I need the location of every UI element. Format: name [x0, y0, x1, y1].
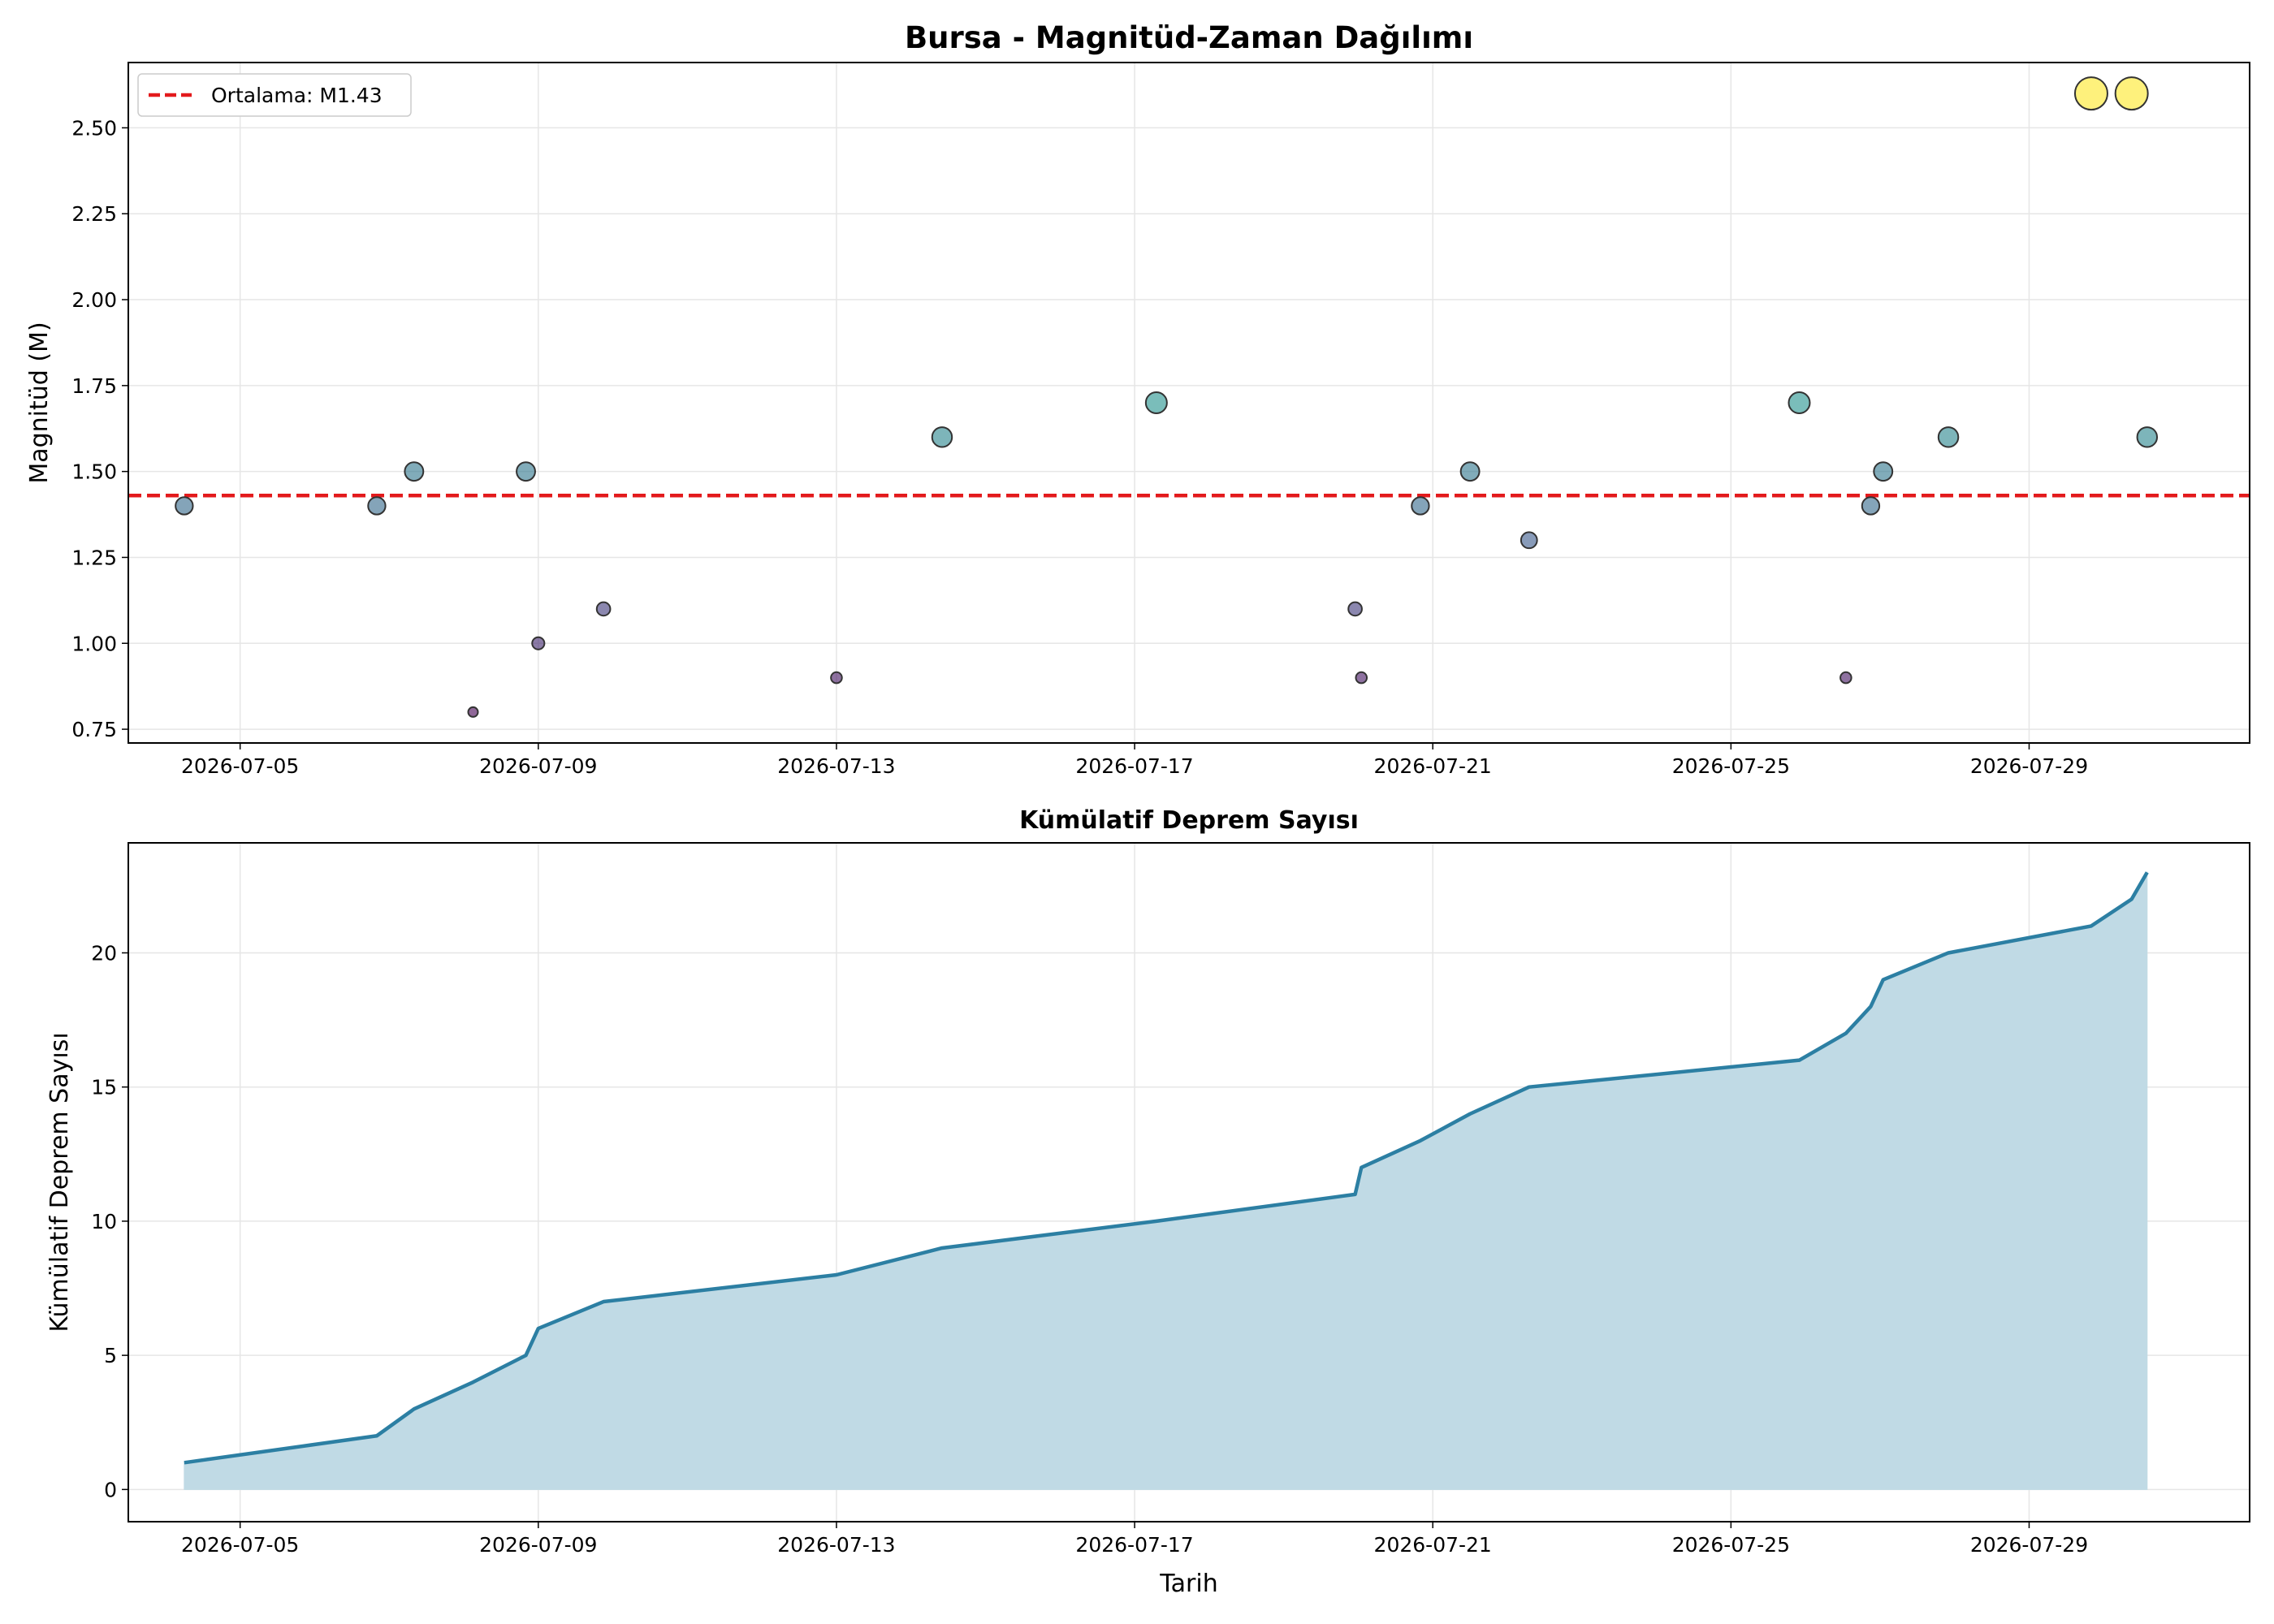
top-chart-legend: Ortalama: M1.43: [137, 73, 412, 117]
y-tick-label: 20: [91, 941, 117, 965]
x-tick-label: 2026-07-13: [777, 754, 895, 778]
magnitude-time-chart: Bursa - Magnitüd-Zaman Dağılımı 2026-07-…: [25, 20, 2250, 778]
earthquake-point: [1411, 496, 1430, 516]
earthquake-point: [2136, 426, 2159, 448]
x-tick-label: 2026-07-09: [479, 1533, 597, 1557]
earthquake-point: [1861, 496, 1881, 516]
bottom-chart-y-label: Kümülatif Deprem Sayısı: [45, 1032, 74, 1332]
top-chart-x-ticks: 2026-07-05 2026-07-09 2026-07-13 2026-07-17…: [181, 743, 2088, 778]
y-tick-label: 2.25: [71, 202, 117, 226]
earthquake-point: [830, 671, 843, 685]
earthquake-point: [1788, 391, 1811, 414]
x-tick-label: 2026-07-13: [777, 1533, 895, 1557]
earthquake-point: [2114, 76, 2149, 111]
earthquake-point: [1840, 671, 1852, 685]
earthquake-point: [367, 496, 387, 516]
earthquake-point: [531, 636, 546, 650]
top-chart-grid: [128, 63, 2250, 743]
y-tick-label: 1.50: [71, 460, 117, 484]
x-tick-label: 2026-07-25: [1672, 754, 1790, 778]
x-tick-label: 2026-07-25: [1672, 1533, 1790, 1557]
legend-box: [137, 73, 412, 117]
y-tick-label: 1.00: [71, 632, 117, 655]
earthquake-point: [1873, 461, 1894, 482]
top-chart-y-label: Magnitüd (M): [25, 322, 54, 483]
y-tick-label: 1.75: [71, 374, 117, 398]
bottom-chart-frame: [128, 842, 2250, 1522]
bottom-chart-y-ticks: 0 5 10 15 20: [91, 941, 128, 1501]
bottom-chart-area-layer: [184, 870, 2149, 1490]
y-tick-label: 2.00: [71, 288, 117, 312]
y-tick-label: 10: [91, 1210, 117, 1233]
x-tick-label: 2026-07-29: [1970, 1533, 2088, 1557]
y-tick-label: 1.25: [71, 546, 117, 569]
x-tick-label: 2026-07-21: [1374, 754, 1492, 778]
earthquake-point: [1459, 461, 1481, 482]
earthquake-point: [175, 496, 194, 516]
y-tick-label: 15: [91, 1076, 117, 1099]
earthquake-point: [1144, 391, 1168, 414]
bottom-chart-x-label: Tarih: [1159, 1570, 1217, 1598]
earthquake-point: [1937, 426, 1960, 448]
cumulative-count-chart: Kümülatif Deprem Sayısı 2026-07-05 2026-0…: [45, 806, 2250, 1598]
bottom-chart-x-ticks: 2026-07-05 2026-07-09 2026-07-13 2026-07-17…: [181, 1522, 2088, 1557]
top-chart-title: Bursa - Magnitüd-Zaman Dağılımı: [905, 20, 1473, 55]
earthquake-point: [404, 461, 425, 482]
x-tick-label: 2026-07-05: [181, 1533, 299, 1557]
y-tick-label: 0.75: [71, 718, 117, 741]
earthquake-point: [2073, 76, 2108, 111]
x-tick-label: 2026-07-05: [181, 754, 299, 778]
cumulative-line: [184, 871, 2149, 1465]
legend-entry-mean: Ortalama: M1.43: [211, 84, 383, 107]
x-tick-label: 2026-07-17: [1075, 1533, 1193, 1557]
top-chart-frame: [128, 62, 2250, 744]
x-tick-label: 2026-07-17: [1075, 754, 1193, 778]
earthquake-point: [467, 706, 479, 718]
y-tick-label: 5: [104, 1344, 117, 1367]
bottom-chart-title: Kümülatif Deprem Sayısı: [1019, 806, 1359, 835]
y-tick-label: 0: [104, 1478, 117, 1501]
x-tick-label: 2026-07-29: [1970, 754, 2088, 778]
top-chart-y-ticks: 0.75 1.00 1.25 1.50 1.75 2.00 2.25 2.50: [71, 116, 128, 741]
earthquake-point: [1355, 671, 1368, 685]
x-tick-label: 2026-07-09: [479, 754, 597, 778]
top-chart-points: [175, 76, 2159, 718]
earthquake-point: [1520, 531, 1538, 550]
earthquake-point: [516, 461, 536, 482]
earthquake-point: [1347, 601, 1363, 617]
y-tick-label: 2.50: [71, 116, 117, 140]
x-tick-label: 2026-07-21: [1374, 1533, 1492, 1557]
earthquake-point: [595, 601, 612, 617]
earthquake-point: [931, 426, 953, 448]
